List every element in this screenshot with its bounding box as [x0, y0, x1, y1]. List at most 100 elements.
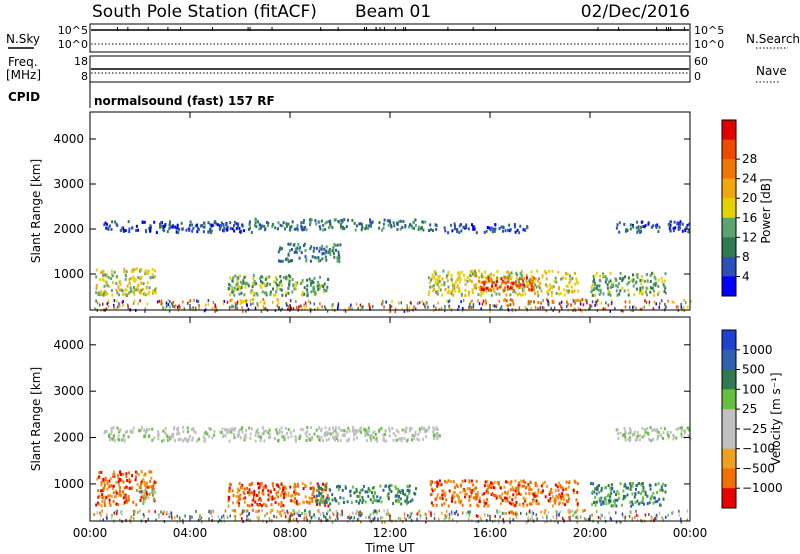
heatmap-cell [108, 498, 111, 502]
heatmap-cell [282, 276, 285, 280]
heatmap-cell [616, 285, 619, 289]
heatmap-cell [486, 504, 489, 508]
heatmap-cell [113, 472, 116, 476]
heatmap-cell [186, 438, 189, 442]
heatmap-cell [324, 305, 326, 309]
heatmap-cell [261, 290, 264, 294]
heatmap-cell [551, 300, 554, 304]
heatmap-cell [301, 428, 304, 432]
heatmap-cell [567, 499, 570, 503]
heatmap-cell [443, 226, 446, 230]
heatmap-cell [595, 500, 598, 504]
heatmap-cell [600, 489, 603, 493]
heatmap-cell [637, 482, 640, 485]
heatmap-cell [625, 486, 628, 490]
heatmap-cell [453, 486, 456, 490]
x-tick-label: 16:00 [473, 526, 508, 540]
heatmap-cell [314, 290, 317, 294]
heatmap-cell [252, 491, 255, 495]
heatmap-cell [554, 501, 557, 505]
heatmap-cell [499, 515, 501, 519]
heatmap-cell [664, 291, 667, 295]
heatmap-cell [660, 299, 663, 303]
heatmap-cell [482, 286, 484, 290]
colorbar-segment [722, 178, 736, 199]
heatmap-cell [226, 225, 229, 229]
heatmap-cell [531, 517, 533, 521]
heatmap-cell [312, 280, 315, 284]
heatmap-cell [371, 491, 373, 495]
heatmap-cell [162, 429, 165, 433]
heatmap-cell [568, 277, 571, 280]
heatmap-cell [644, 492, 647, 496]
heatmap-cell [486, 286, 489, 290]
heatmap-cell [486, 498, 489, 501]
heatmap-cell [461, 309, 464, 313]
heatmap-cell [433, 435, 435, 439]
heatmap-cell [597, 520, 599, 524]
heatmap-cell [530, 502, 533, 506]
heatmap-cell [509, 303, 512, 307]
heatmap-cell [111, 437, 114, 441]
heatmap-cell [281, 307, 283, 311]
heatmap-cell [496, 287, 499, 291]
heatmap-cell [436, 484, 439, 488]
heatmap-cell [675, 305, 678, 309]
heatmap-cell [399, 437, 402, 441]
heatmap-cell [244, 433, 247, 437]
heatmap-cell [490, 279, 493, 283]
heatmap-cell [170, 435, 172, 439]
heatmap-cell [637, 228, 640, 232]
heatmap-cell [125, 288, 128, 292]
heatmap-cell [383, 305, 385, 309]
heatmap-cell [236, 279, 239, 283]
heatmap-cell [552, 515, 554, 519]
heatmap-cell [368, 224, 371, 228]
heatmap-cell [234, 301, 237, 305]
heatmap-cell [319, 302, 321, 306]
heatmap-cell [101, 271, 104, 275]
heatmap-cell [182, 520, 184, 524]
heatmap-cell [282, 504, 285, 508]
heatmap-cell [661, 280, 664, 284]
heatmap-cell [619, 431, 622, 435]
heatmap-cell [125, 475, 128, 478]
heatmap-cell [577, 306, 580, 310]
heatmap-cell [622, 433, 625, 437]
heatmap-cell [267, 498, 270, 502]
heatmap-cell [151, 493, 154, 497]
heatmap-cell [550, 306, 552, 310]
heatmap-cell [508, 501, 511, 505]
heatmap-cell [304, 432, 307, 435]
heatmap-cell [327, 437, 330, 441]
heatmap-cell [351, 218, 354, 222]
heatmap-cell [367, 487, 370, 491]
heatmap-cell [424, 512, 427, 516]
heatmap-cell [386, 494, 389, 498]
heatmap-cell [468, 305, 470, 309]
heatmap-cell [115, 307, 118, 311]
heatmap-cell [612, 282, 615, 286]
heatmap-cell [635, 513, 638, 517]
heatmap-cell [109, 484, 111, 488]
heatmap-cell [268, 517, 271, 520]
heatmap-cell [527, 302, 529, 306]
heatmap-cell [356, 518, 359, 521]
heatmap-cell [482, 299, 485, 303]
heatmap-cell [432, 426, 435, 430]
heatmap-cell [646, 273, 649, 276]
heatmap-cell [346, 500, 349, 504]
heatmap-cell [129, 290, 132, 293]
heatmap-cell [389, 309, 391, 313]
heatmap-cell [211, 307, 214, 311]
heatmap-cell [425, 513, 428, 517]
heatmap-cell [142, 513, 145, 516]
heatmap-cell [126, 430, 128, 433]
heatmap-cell [643, 428, 646, 432]
heatmap-cell [245, 309, 247, 313]
heatmap-cell [523, 484, 526, 488]
heatmap-cell [121, 511, 123, 515]
heatmap-cell [470, 494, 473, 498]
heatmap-cell [597, 288, 600, 292]
heatmap-cell [124, 229, 127, 233]
